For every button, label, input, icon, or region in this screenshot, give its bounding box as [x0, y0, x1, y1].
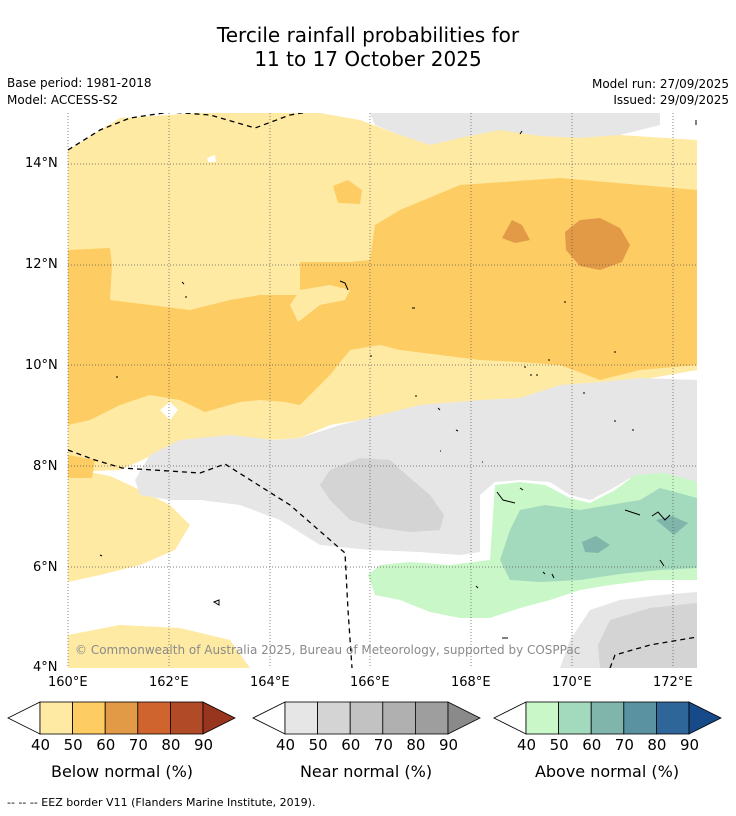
title-line-1: Tercile rainfall probabilities for — [216, 23, 520, 47]
lon-label-172e: 172°E — [653, 675, 693, 690]
above-colorbar-min-extension — [493, 701, 527, 735]
below-colorbar-tick-40: 40 — [31, 736, 51, 754]
below-colorbar-tick-60: 60 — [96, 736, 116, 754]
above-normal-label: Above normal (%) — [534, 762, 680, 781]
below-normal-60-patch-b — [502, 220, 530, 243]
band-gap-3 — [207, 155, 216, 162]
above-normal-50-region — [500, 488, 697, 582]
lon-label-164e: 164°E — [250, 675, 290, 690]
colorbars — [7, 701, 722, 735]
below-colorbar-tick-70: 70 — [128, 736, 148, 754]
below-colorbar-tick-90: 90 — [194, 736, 214, 754]
lat-label-8n: 8°N — [33, 459, 58, 474]
near-colorbar-tick-40: 40 — [276, 736, 296, 754]
near-colorbar-tick-90: 90 — [439, 736, 459, 754]
above-colorbar-segment-70 — [623, 701, 657, 735]
near-normal-50-region — [320, 458, 444, 532]
below-normal-50-patch-west — [68, 455, 95, 478]
near-colorbar-max-extension — [447, 701, 481, 735]
below-colorbar-segment-70 — [137, 701, 171, 735]
lat-label-12n: 12°N — [25, 257, 58, 272]
above-colorbar-segment-50 — [558, 701, 592, 735]
model-name: Model: ACCESS-S2 — [7, 93, 119, 107]
near-normal-40-region-north — [370, 113, 660, 145]
map-gridlines — [67, 113, 697, 668]
above-colorbar-max-extension — [688, 701, 722, 735]
above-colorbar-tick-40: 40 — [517, 736, 537, 754]
below-normal-50-band — [68, 178, 697, 425]
below-colorbar-tick-80: 80 — [161, 736, 181, 754]
above-colorbar-tick-70: 70 — [614, 736, 634, 754]
lon-label-162e: 162°E — [149, 675, 189, 690]
lon-label-166e: 166°E — [350, 675, 390, 690]
near-colorbar-segment-40 — [284, 701, 318, 735]
near-colorbar-tick-60: 60 — [341, 736, 361, 754]
above-normal-60-patch — [656, 516, 688, 535]
above-colorbar-segment-40 — [525, 701, 559, 735]
near-colorbar-tick-80: 80 — [406, 736, 426, 754]
eez-borders — [68, 113, 697, 668]
below-colorbar-min-extension — [7, 701, 41, 735]
band-gap — [290, 285, 350, 322]
above-colorbar-tick-50: 50 — [549, 736, 569, 754]
copyright-note: © Commonwealth of Australia 2025, Bureau… — [75, 643, 581, 657]
near-colorbar-segment-80 — [414, 701, 449, 735]
below-normal-50-patch — [333, 180, 362, 204]
eez-footnote: -- -- -- EEZ border V11 (Flanders Marine… — [7, 796, 316, 809]
lat-label-4n: 4°N — [33, 660, 58, 675]
title-line-2: 11 to 17 October 2025 — [254, 47, 482, 71]
above-colorbar-segment-60 — [590, 701, 625, 735]
below-colorbar-segment-50 — [72, 701, 106, 735]
base-period: Base period: 1981-2018 — [7, 76, 152, 90]
issued-date: Issued: 29/09/2025 — [613, 93, 729, 107]
above-colorbar-tick-90: 90 — [680, 736, 700, 754]
lat-label-6n: 6°N — [33, 560, 58, 575]
below-normal-40-region-south — [68, 468, 190, 582]
lon-label-168e: 168°E — [451, 675, 491, 690]
near-colorbar-tick-70: 70 — [373, 736, 393, 754]
model-run: Model run: 27/09/2025 — [591, 77, 729, 91]
near-colorbar-tick-50: 50 — [308, 736, 328, 754]
above-colorbar-segment-80 — [656, 701, 690, 735]
near-colorbar-segment-50 — [317, 701, 351, 735]
below-normal-60-patch-a — [565, 218, 630, 270]
near-normal-50-region-south — [598, 603, 697, 668]
above-colorbar-tick-60: 60 — [582, 736, 602, 754]
below-colorbar-segment-80 — [169, 701, 204, 735]
lon-label-170e: 170°E — [552, 675, 592, 690]
near-colorbar-segment-70 — [382, 701, 416, 735]
lon-label-160e: 160°E — [48, 675, 88, 690]
near-colorbar-min-extension — [252, 701, 286, 735]
near-normal-label: Near normal (%) — [299, 762, 433, 781]
above-colorbar-tick-80: 80 — [647, 736, 667, 754]
below-colorbar-segment-60 — [104, 701, 139, 735]
near-normal-40-region — [135, 378, 697, 555]
below-normal-label: Below normal (%) — [50, 762, 194, 781]
below-colorbar-max-extension — [202, 701, 236, 735]
below-normal-40-region-corner — [68, 625, 250, 668]
above-normal-60-patch-b — [582, 536, 610, 553]
lat-label-14n: 14°N — [25, 156, 58, 171]
near-colorbar-segment-60 — [349, 701, 384, 735]
island-outlines — [99, 120, 697, 639]
below-colorbar-tick-50: 50 — [63, 736, 83, 754]
below-colorbar-segment-40 — [39, 701, 73, 735]
lat-label-10n: 10°N — [25, 358, 58, 373]
